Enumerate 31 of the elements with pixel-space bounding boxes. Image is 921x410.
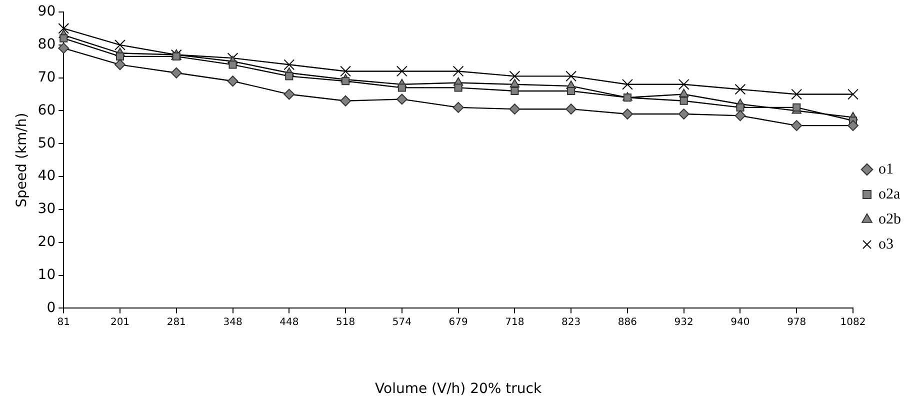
legend-label: o2b <box>878 211 901 228</box>
x-tick-label: 348 <box>223 316 242 328</box>
x-tick-label: 448 <box>280 316 299 328</box>
y-tick-label: 80 <box>38 36 56 53</box>
x-axis-title: Volume (V/h) 20% truck <box>375 381 542 398</box>
x-tick-label: 978 <box>787 316 806 328</box>
y-tick-label: 20 <box>38 234 56 250</box>
x-tick-label: 718 <box>505 316 524 328</box>
y-tick-label: 30 <box>38 201 56 218</box>
x-tick-label: 281 <box>166 316 186 328</box>
y-tick-label: 10 <box>38 266 56 283</box>
y-tick-label: 40 <box>38 168 56 184</box>
x-tick-label: 201 <box>110 316 130 328</box>
x-tick-label: 932 <box>674 316 694 328</box>
y-axis-title: Speed (km/h) <box>14 112 30 208</box>
x-tick-label: 886 <box>618 316 638 328</box>
x-tick-label: 823 <box>562 316 581 328</box>
y-tick-label: 50 <box>38 135 56 152</box>
x-tick-label: 679 <box>448 316 468 328</box>
legend-label: o1 <box>878 161 894 178</box>
x-tick-label: 518 <box>336 316 356 328</box>
y-tick-label: 90 <box>38 4 56 20</box>
y-tick-label: 0 <box>46 300 56 316</box>
legend-label: o2a <box>878 186 900 202</box>
x-tick-label: 940 <box>730 316 750 328</box>
legend-label: o3 <box>878 236 894 252</box>
y-tick-label: 60 <box>38 102 56 118</box>
x-tick-label: 574 <box>392 316 412 328</box>
x-tick-label: 1082 <box>840 316 866 328</box>
y-tick-label: 70 <box>38 69 56 86</box>
x-tick-label: 81 <box>57 316 70 328</box>
